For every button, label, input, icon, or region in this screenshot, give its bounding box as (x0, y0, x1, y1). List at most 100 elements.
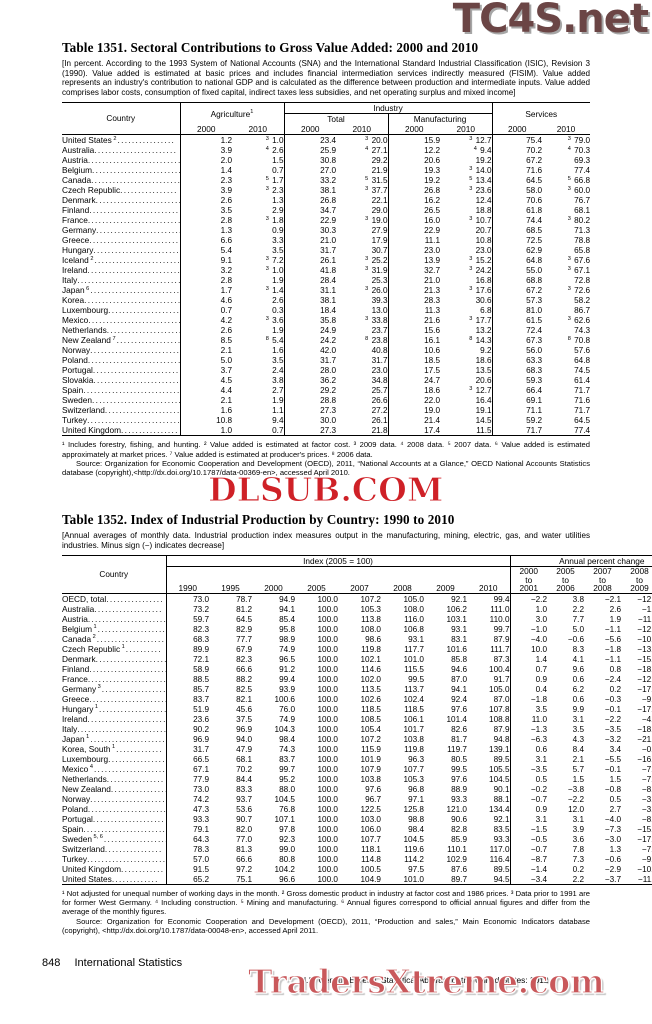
table-cell-value: −3.8 (567, 784, 585, 794)
table-cell-value: 93.3 (493, 834, 510, 844)
table-cell-value: 93.3 (451, 794, 467, 804)
table-cell-value: 34.8 (371, 376, 388, 386)
footnote-marker: 3 (365, 315, 369, 322)
table-cell-value: 104.5 (274, 794, 296, 804)
table-cell-value: 2.1 (179, 345, 232, 356)
table-cell-value: 69.3 (574, 156, 591, 166)
table-cell-value: 74.2 (165, 793, 209, 804)
table-cell-value: 100.0 (317, 744, 339, 754)
row-country-label: Austria ...................... (62, 613, 166, 624)
table-cell-value: 118.5 (361, 704, 381, 714)
table-cell-value: 76.7 (574, 196, 591, 206)
table-row: Korea, South 1 ............. 31.7 47.9 74.3… (62, 743, 652, 754)
table-cell-value: 134.4 (489, 804, 510, 814)
table-cell-value: 10.8 (179, 415, 232, 426)
table-cell-value: 53.6 (236, 804, 252, 814)
table-cell-value: 93.7 (236, 794, 252, 804)
table-cell-value: 59.7 (165, 613, 209, 624)
footnote-marker: 1 (84, 734, 90, 741)
table-cell-value: 93.1 (451, 624, 467, 634)
row-country-label: United States 2 ................ (62, 135, 176, 146)
table-cell-value: 4.5 (179, 375, 232, 386)
table-cell-value: 5 13.4 (469, 175, 492, 186)
table-cell-value: 18.5 (387, 355, 441, 366)
table-cell-value: 100.0 (295, 873, 338, 885)
row-country-label: Poland ....................... (62, 804, 166, 814)
table-cell-value: 8.3 (572, 644, 585, 654)
table-cell-value: 77.0 (236, 834, 252, 844)
table-row: Germany ..........................1.3 0.9… (62, 225, 590, 236)
table-cell-value: 11.3 (387, 305, 441, 316)
table-cell-value: 89.5 (493, 864, 510, 874)
table-cell-value: 61.4 (574, 376, 591, 386)
table-cell-value: 92.1 (451, 594, 467, 604)
table-row: Finland ...................... 58.9 66.6 91… (62, 663, 652, 674)
table-cell-value: 15.6 (387, 325, 441, 336)
table-row: Greece ....................... 83.7 82.1 10… (62, 693, 652, 704)
table-row: Ireland ...................... 23.6 37.5 74… (62, 713, 652, 724)
leader-dots: ............. (116, 743, 163, 754)
table-row: Canada 2 ..................... 68.3 77.7 98… (62, 633, 652, 644)
footnote-marker: 3 (469, 165, 473, 172)
table-cell-value: −1.1 (604, 654, 622, 664)
row-country-label: Mexico 4 ..................... (62, 764, 166, 774)
table-cell-value: 119.6 (404, 844, 424, 854)
table-cell-value: 78.3 (165, 843, 209, 854)
table-cell-value: 99.4 (279, 674, 295, 684)
row-country-label: Korea, South 1 ............. (62, 743, 163, 754)
th-ind-2000: 2000 (283, 124, 337, 136)
table-cell-value: 94.1 (279, 604, 295, 614)
table-cell-value: 115.5 (404, 664, 424, 674)
table-cell-value: 85.8 (451, 654, 467, 664)
footnote-marker: 8 (265, 335, 269, 342)
table-cell-value: 26.5 (387, 205, 441, 216)
table-cell-value: 0.6 (572, 694, 585, 704)
leader-dots: .......................... (96, 225, 180, 236)
table-cell-value: −13.6 (637, 644, 652, 654)
table-cell-value: 4 9.4 (473, 145, 492, 156)
table-cell-value: 64.5 (574, 416, 591, 426)
table-row: Belgium 1 .................... 82.3 82.9 95… (62, 623, 652, 634)
table-row: Czech Republic ................ 3.9 3 2.3 3… (62, 185, 590, 196)
table-cell-value: 83.3 (236, 784, 252, 794)
table-cell-value: 64.5 (236, 614, 252, 624)
table-cell-value: 139.1 (489, 744, 510, 754)
row-country-label: Spain ............................. (62, 385, 180, 395)
table-cell-value: 15.9 (387, 134, 441, 146)
row-country-label: Austria .......................... (62, 155, 180, 166)
table-cell-value: 74.5 (574, 366, 591, 376)
leader-dots: ..................... (103, 833, 166, 844)
table-cell-value: 19.3 (387, 165, 441, 176)
table-row: France ............................ 2.8 3 … (62, 215, 590, 226)
footnote-marker: 1 (91, 624, 97, 631)
table-cell-value: −3.8 (641, 804, 652, 814)
row-country-label: Hungary 1 .................... (62, 704, 166, 714)
row-country-label: Denmark .......................... (62, 195, 180, 205)
table-cell-value: −12.2 (637, 594, 652, 604)
table-row: United Kingdom ................ 1.0 0.7 27.… (62, 425, 591, 437)
table-cell-value: 32.7 (387, 265, 441, 276)
table-cell-value: 2.0 (179, 155, 232, 166)
table-cell-value: −7.3 (604, 824, 622, 834)
table-cell-value: 87.6 (451, 864, 467, 874)
table-cell-value: −1.8 (604, 644, 622, 654)
footnote-marker: 3 (567, 185, 571, 192)
table-cell-value: 20.6 (475, 376, 492, 386)
table-cell-value: 21.8 (336, 425, 389, 437)
footer-section: International Statistics (74, 957, 183, 969)
table-cell-value: 106.8 (403, 624, 425, 634)
th2-change-line: 2007 (593, 566, 612, 577)
table-cell-value: 107.7 (360, 834, 382, 844)
table-row: Czech Republic 1 .......... 89.9 67.9 74.9 1… (62, 643, 652, 654)
table-cell-value: 82.6 (451, 724, 467, 734)
row-country-label: New Zealand 7 ................... (62, 335, 180, 345)
table-cell-value: 103.8 (360, 774, 382, 784)
leader-dots: ............................ (88, 315, 180, 326)
table-row: Norway ....................... 74.2 93.7 10… (62, 793, 652, 804)
footnote-marker: 3 (469, 185, 473, 192)
table-cell-value: 68.5 (491, 225, 543, 236)
page-footer: 848 International Statistics (42, 957, 182, 969)
table-1351-headnote: [In percent. According to the 1993 Syste… (62, 59, 590, 97)
table-cell-value: 99.7 (493, 624, 510, 634)
